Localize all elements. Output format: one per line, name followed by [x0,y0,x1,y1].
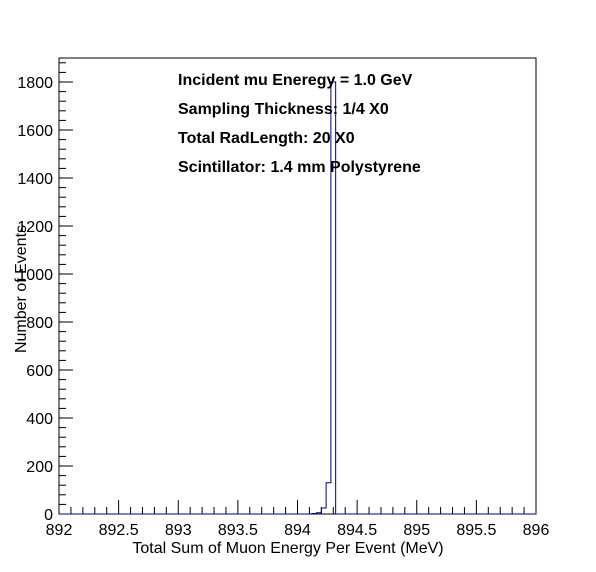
histogram-series-line [59,81,536,515]
y-tick-label: 800 [26,315,53,332]
annotation-line: Total RadLength: 20 X0 [178,130,355,147]
x-tick-label: 894 [284,522,311,539]
x-tick-label: 893 [165,522,192,539]
annotation-line: Sampling Thickness: 1/4 X0 [178,101,389,118]
x-tick-label: 892 [46,522,73,539]
x-tick-label: 895 [403,522,430,539]
x-axis-title: Total Sum of Muon Energy Per Event (MeV) [132,540,443,557]
annotation-line: Scintillator: 1.4 mm Polystyrene [178,159,421,176]
y-tick-label: 1000 [17,267,53,284]
x-tick-label: 892.5 [99,522,139,539]
y-tick-label: 400 [26,411,53,428]
x-tick-label: 894.5 [337,522,377,539]
plot-frame [58,57,537,515]
y-tick-label: 1600 [17,123,53,140]
y-tick-label: 1800 [17,75,53,92]
x-tick-label: 893.5 [218,522,258,539]
x-axis-tick-labels: 892 892.5 893 893.5 894 894.5 895 895.5 896 [46,522,550,539]
x-tick-label: 895.5 [456,522,496,539]
annotation-line: Incident mu Eneregy = 1.0 GeV [178,72,413,89]
y-tick-label: 1400 [17,171,53,188]
y-axis-title: Number of Events [13,225,30,353]
y-tick-label: 0 [44,507,53,524]
x-tick-label: 896 [523,522,550,539]
y-tick-label: 1200 [17,219,53,236]
y-tick-label: 200 [26,459,53,476]
y-axis-ticks [59,62,73,515]
annotation-text-block: Incident mu Eneregy = 1.0 GeV Sampling Th… [178,72,421,176]
y-axis-tick-labels: 0 200 400 600 800 1000 1200 1400 1600 1800 [17,75,53,524]
y-tick-label: 600 [26,363,53,380]
x-axis-ticks [58,500,537,514]
